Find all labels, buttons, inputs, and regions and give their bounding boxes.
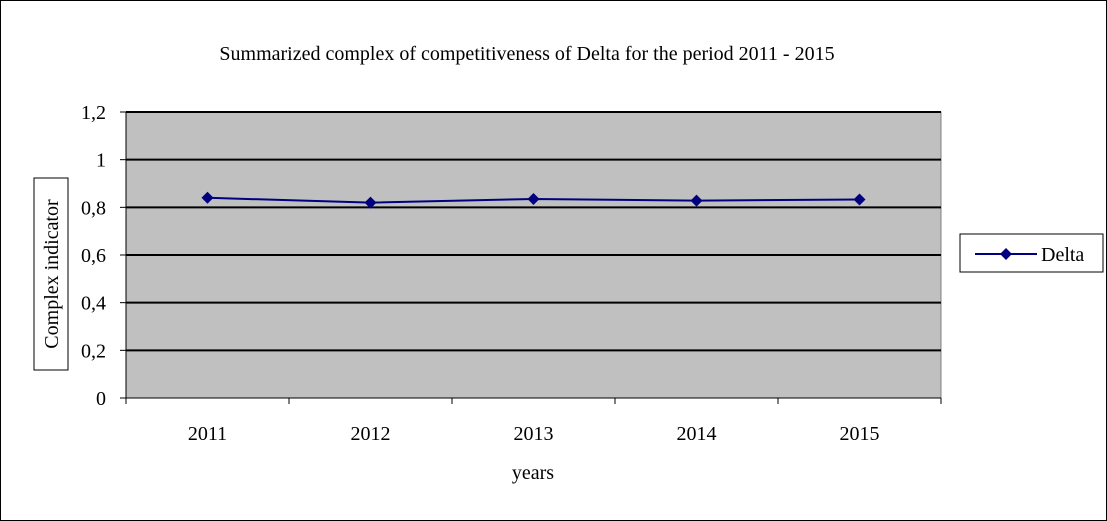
data-point-marker [690,194,703,207]
legend-entry-label: Delta [1041,244,1084,266]
legend: Delta [959,233,1104,273]
chart-title: Summarized complex of competitiveness of… [219,43,834,65]
data-point-marker [853,193,866,206]
y-tick-label: 0,4 [81,293,106,315]
data-point-marker [201,191,214,204]
y-axis: 0 0,2 0,4 0,6 0,8 1 1,2 [81,102,127,410]
x-axis-label: years [512,462,554,484]
series-delta [201,191,866,209]
y-axis-title-box [33,177,69,371]
y-tick-label: 0 [96,388,106,410]
x-tick-label: 2011 [188,423,227,445]
y-tick-label: 0,8 [81,197,106,219]
y-tick-label: 0,2 [81,340,106,362]
x-axis: 2011 2012 2013 2014 2015 [125,397,942,445]
y-axis-title: Complex indicator [33,177,69,371]
legend-marker-icon [1000,248,1012,260]
y-tick-label: 1 [96,150,106,172]
y-tick-label: 1,2 [81,102,106,124]
x-tick-label: 2013 [514,423,554,445]
data-point-marker [364,196,377,209]
x-tick-label: 2015 [840,423,880,445]
gridlines [126,111,941,352]
x-tick-label: 2014 [677,423,717,445]
x-tick-label: 2012 [351,423,391,445]
y-tick-label: 0,6 [81,245,106,267]
data-point-marker [527,192,540,205]
y-axis-label: Complex indicator [41,199,63,349]
